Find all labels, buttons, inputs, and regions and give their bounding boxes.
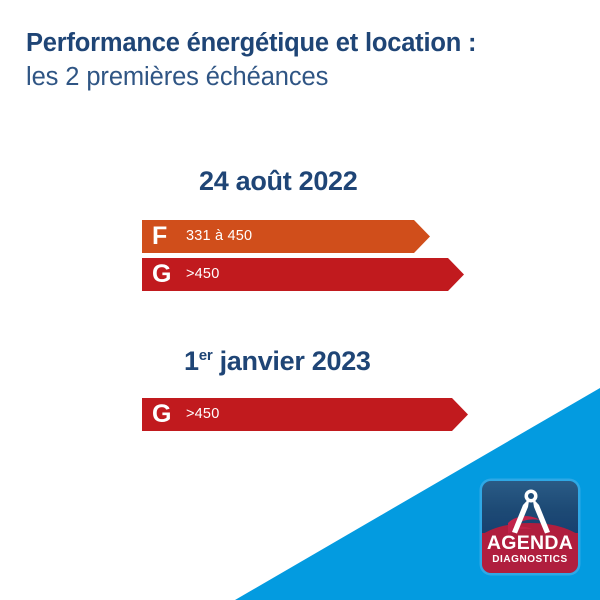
title-line-primary: Performance énergétique et location : [26, 29, 477, 57]
rating-bar-g-2022-shape [142, 258, 464, 291]
rating-bar-g-2022-value: >450 [186, 266, 220, 283]
agenda-diagnostics-logo: AGENDA DIAGNOSTICS [482, 481, 578, 573]
date-heading-2023-number: 1 [184, 346, 199, 376]
logo-name: AGENDA [486, 531, 574, 554]
rating-bar-f-2022-shape [142, 220, 430, 253]
date-heading-2023: 1er janvier 2023 [184, 346, 371, 377]
rating-bar-g-2023-value: >450 [186, 406, 220, 423]
date-heading-2022-text: 24 août 2022 [199, 166, 358, 196]
title-line-secondary: les 2 premières échéances [26, 63, 329, 92]
rating-bar-f-2022-letter: F [152, 222, 168, 250]
date-heading-2022: 24 août 2022 [199, 166, 358, 197]
rating-bar-g-2022-letter: G [152, 260, 172, 288]
logo-bottom-panel [482, 522, 578, 573]
rating-bar-g-2023: G >450 [142, 398, 468, 431]
rating-bar-g-2022: G >450 [142, 258, 464, 291]
rating-bar-f-2022: F 331 à 450 [142, 220, 430, 253]
rating-bar-g-2023-shape [142, 398, 468, 431]
date-heading-2023-rest: janvier 2023 [212, 346, 371, 376]
page-title: Performance énergétique et location : le… [26, 28, 586, 94]
logo-subtitle: DIAGNOSTICS [492, 554, 568, 565]
rating-bar-f-2022-value: 331 à 450 [186, 228, 253, 245]
date-heading-2023-ordinal: er [198, 347, 213, 364]
rating-bar-g-2023-letter: G [152, 400, 172, 428]
